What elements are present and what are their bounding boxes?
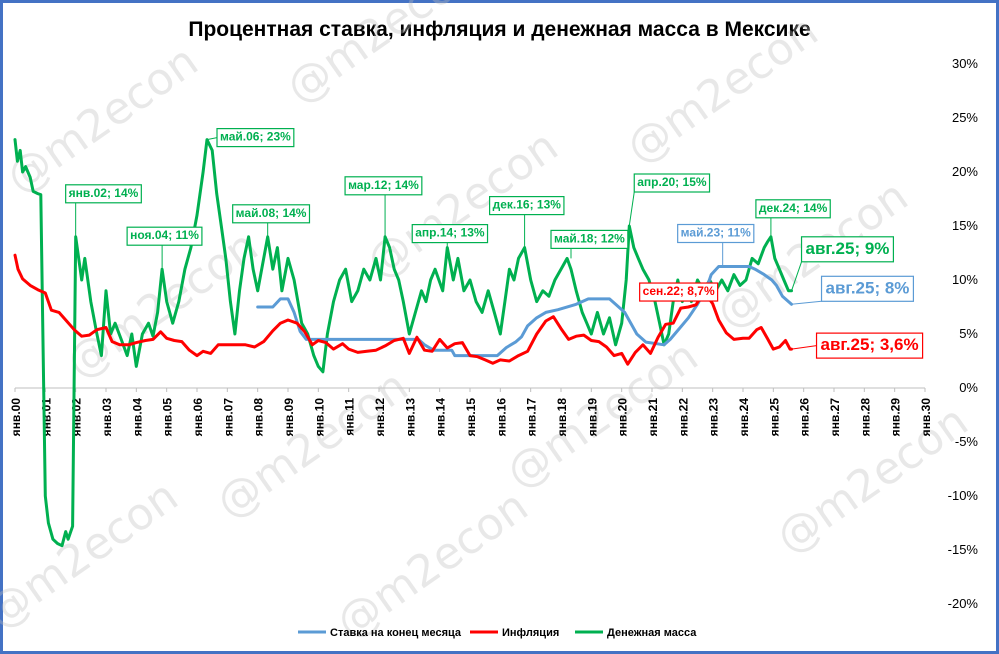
x-tick-label: янв.30 [919,398,933,437]
svg-text:дек.24; 14%: дек.24; 14% [759,201,828,215]
x-tick-label: янв.28 [858,398,872,437]
legend: Ставка на конец месяца Инфляция Денежная м… [298,627,697,639]
legend-item-rate: Ставка на конец месяца [298,627,462,639]
series-line-rate [256,265,793,358]
y-tick-label: 15% [952,218,978,233]
x-tick-label: янв.20 [616,398,630,437]
x-tick-label: янв.12 [373,398,387,437]
x-tick-label: янв.15 [464,398,478,437]
x-tick-label: янв.16 [494,398,508,437]
annotation-label: авг.25; 3,6% [791,332,924,359]
watermark-text: @m2econ [617,6,827,175]
annotation-label: авг.25; 9% [791,236,895,291]
x-tick-label: янв.08 [252,398,266,437]
annotation-label: дек.16; 13% [489,196,565,248]
x-tick-label: янв.05 [161,398,175,437]
svg-text:янв.02; 14%: янв.02; 14% [69,186,139,200]
x-tick-label: янв.13 [403,398,417,437]
svg-text:мар.12; 14%: мар.12; 14% [348,178,419,192]
x-tick-label: янв.23 [707,398,721,437]
x-tick-label: янв.03 [100,398,114,437]
svg-text:авг.25; 8%: авг.25; 8% [826,278,910,297]
x-tick-label: янв.19 [585,398,599,437]
annotation-label: май.23; 11% [677,223,755,267]
svg-text:апр.20; 15%: апр.20; 15% [637,175,707,189]
legend-label: Инфляция [502,627,559,639]
annotation-label: май.18; 12% [550,229,629,259]
annotation-label: май.08; 14% [232,204,311,237]
annotation-label: сен.22; 8,7% [639,282,719,302]
chart-title: Процентная ставка, инфляция и денежная м… [188,18,811,41]
y-tick-label: 30% [952,56,978,71]
legend-item-money: Денежная масса [575,627,697,639]
x-tick-label: янв.00 [9,398,23,437]
x-tick-label: янв.17 [525,398,539,437]
watermark-text: @m2econ [0,471,187,640]
x-tick-label: янв.02 [70,398,84,437]
y-axis: 30% 25% 20% 15% 10% 5% 0% -5% -10% -15% -20% [948,56,979,611]
svg-text:май.08; 14%: май.08; 14% [236,206,307,220]
svg-text:ноя.04; 11%: ноя.04; 11% [130,228,199,242]
svg-text:май.23; 11%: май.23; 11% [681,226,751,240]
x-tick-label: янв.25 [767,398,781,437]
svg-text:авг.25; 3,6%: авг.25; 3,6% [821,335,919,354]
x-tick-label: янв.27 [828,398,842,437]
y-tick-label: 5% [959,326,978,341]
x-tick-label: янв.11 [343,398,357,436]
watermark-text: @m2econ [327,481,537,650]
series-line-inflation [13,253,793,366]
y-tick-label: -15% [948,542,979,557]
x-tick-label: янв.26 [798,398,812,437]
x-tick-label: янв.24 [737,398,751,437]
annotation-label: янв.02; 14% [65,184,142,237]
x-tick-label: янв.07 [221,398,235,437]
y-tick-label: 0% [959,380,978,395]
x-tick-label: янв.09 [282,398,296,437]
svg-text:май.06; 23%: май.06; 23% [220,130,291,144]
legend-label: Ставка на конец месяца [330,627,462,639]
annotation-layer: янв.02; 14% ноя.04; 11% май.06; 23% май.08;… [65,128,924,359]
annotation-label: апр.14; 13% [411,224,489,248]
x-tick-label: янв.04 [130,398,144,437]
y-tick-label: 10% [952,272,978,287]
legend-item-inflation: Инфляция [470,627,559,639]
y-tick-label: -5% [955,434,979,449]
watermark-text: @m2econ [207,361,417,530]
svg-text:авг.25; 9%: авг.25; 9% [806,239,890,258]
x-tick-label: янв.29 [889,398,903,437]
y-tick-label: -20% [948,596,979,611]
y-tick-label: 20% [952,164,978,179]
legend-label: Денежная масса [607,627,697,639]
annotation-label: авг.25; 8% [791,275,915,305]
y-tick-label: 25% [952,110,978,125]
annotation-label: май.06; 23% [206,128,295,148]
svg-text:май.18; 12%: май.18; 12% [554,231,625,245]
x-axis: янв.00 янв.01 янв.02 янв.03 янв.04 янв.05 янв.… [9,387,933,437]
x-tick-label: янв.22 [676,398,690,437]
x-tick-label: янв.10 [312,398,326,437]
x-tick-label: янв.01 [39,398,53,437]
y-tick-label: -10% [948,488,979,503]
x-tick-label: янв.14 [434,398,448,437]
annotation-label: мар.12; 14% [344,176,423,237]
annotation-label: дек.24; 14% [755,199,831,237]
annotation-label: ноя.04; 11% [126,226,203,270]
svg-text:апр.14; 13%: апр.14; 13% [415,226,485,240]
x-tick-label: янв.21 [646,398,660,437]
svg-text:дек.16; 13%: дек.16; 13% [493,198,562,212]
x-tick-label: янв.06 [191,398,205,437]
annotation-label: апр.20; 15% [628,173,711,227]
watermark-text: @m2econ [277,0,487,114]
svg-text:сен.22; 8,7%: сен.22; 8,7% [643,284,715,298]
x-tick-label: янв.18 [555,398,569,437]
